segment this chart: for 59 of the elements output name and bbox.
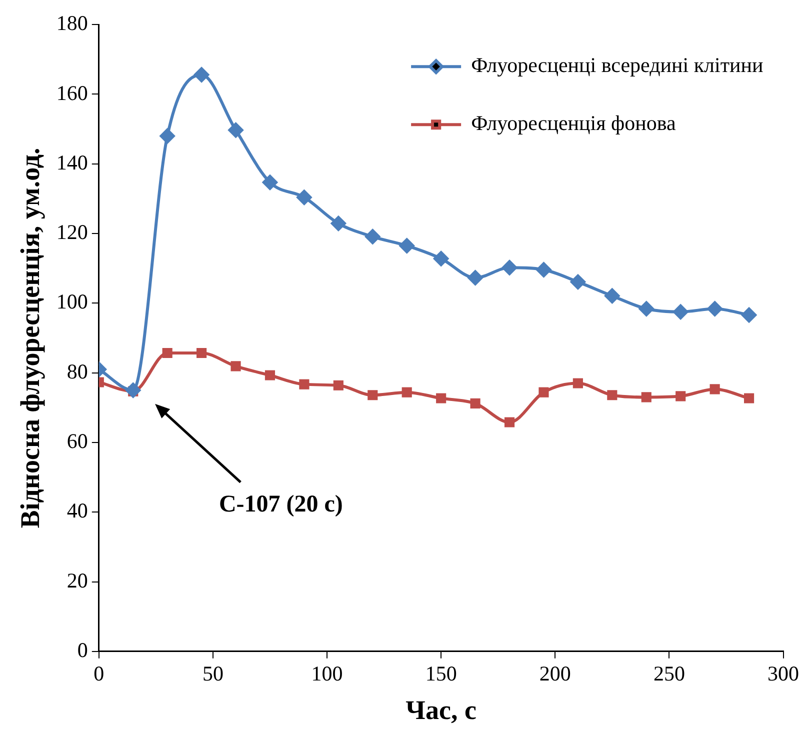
y-tick-label: 60 — [66, 428, 88, 453]
point — [434, 251, 449, 266]
y-tick-label: 0 — [77, 638, 88, 662]
y-tick-label: 180 — [56, 11, 88, 36]
point — [330, 216, 346, 231]
x-tick-label: 200 — [539, 662, 571, 686]
point — [230, 361, 241, 372]
point — [365, 229, 380, 244]
annotation: С-107 (20 с) — [218, 492, 343, 518]
point — [470, 398, 480, 408]
point — [264, 370, 276, 380]
point — [262, 174, 278, 190]
point — [299, 379, 310, 390]
point — [468, 270, 483, 286]
point — [710, 384, 720, 394]
y-tick-label: 40 — [66, 498, 88, 523]
y-tick-label: 100 — [56, 290, 88, 314]
y-tick-label: 80 — [66, 359, 88, 384]
y-tick-label: 160 — [56, 80, 88, 105]
point — [504, 417, 515, 428]
x-tick-label: 50 — [202, 662, 224, 686]
x-axis-title: Час, с — [406, 694, 476, 725]
point — [570, 274, 586, 290]
point — [402, 387, 412, 398]
x-tick-label: 250 — [653, 662, 685, 686]
point — [673, 304, 688, 320]
legend-label: Флуоресценці всередині клітини — [471, 53, 764, 78]
point — [194, 67, 210, 82]
point — [676, 391, 686, 402]
point — [707, 301, 722, 316]
point — [538, 387, 549, 398]
point — [228, 122, 244, 138]
point — [196, 348, 207, 358]
point — [536, 262, 552, 278]
point — [126, 382, 141, 398]
point — [742, 308, 757, 323]
x-tick-label: 0 — [94, 662, 104, 686]
point — [296, 190, 312, 205]
point — [399, 238, 414, 254]
point — [572, 378, 583, 388]
point — [162, 348, 172, 358]
point — [607, 390, 618, 400]
x-tick-label: 150 — [425, 662, 457, 686]
y-tick-label: 120 — [56, 220, 88, 244]
x-tick-label: 100 — [311, 662, 343, 686]
point — [368, 390, 378, 400]
x-tick-label: 300 — [768, 662, 799, 686]
point — [436, 393, 446, 404]
legend-label: Флуоресценція фонова — [471, 111, 677, 136]
y-tick-label: 20 — [66, 568, 88, 592]
point — [160, 128, 175, 144]
point — [638, 301, 654, 316]
y-axis-title: Відносна флуоресценція, ум.од. — [15, 148, 46, 528]
point — [604, 288, 620, 304]
point — [744, 393, 754, 404]
point — [333, 380, 344, 390]
point — [641, 392, 652, 402]
point — [502, 260, 518, 276]
y-tick-label: 140 — [56, 150, 88, 174]
